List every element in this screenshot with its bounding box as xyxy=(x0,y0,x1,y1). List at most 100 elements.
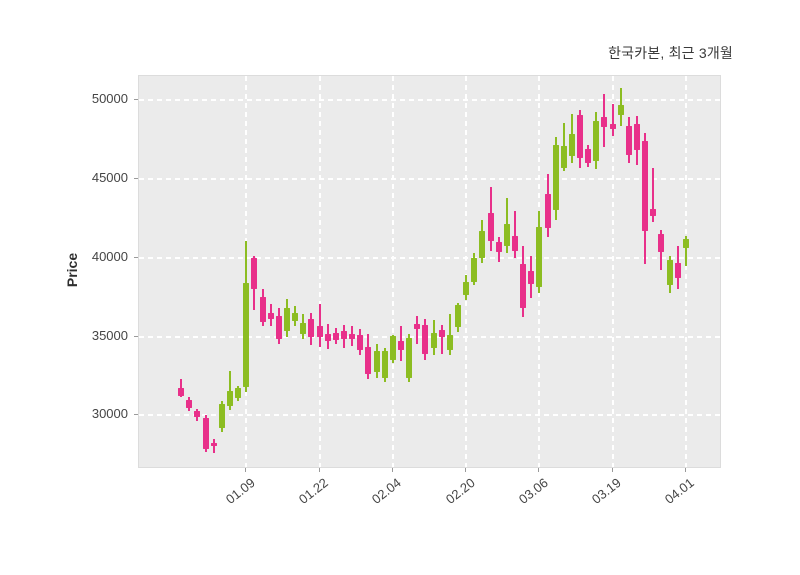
candle-body xyxy=(422,325,429,354)
candle-body xyxy=(210,443,217,447)
candle-body xyxy=(471,258,478,282)
candle-body xyxy=(674,262,681,278)
candle-body xyxy=(520,264,527,308)
candle-body xyxy=(503,224,510,247)
v-gridline xyxy=(684,76,687,467)
candle-body xyxy=(308,318,315,337)
y-tick-mark xyxy=(134,414,138,416)
candle-body xyxy=(373,351,380,373)
candle-wick xyxy=(684,236,687,267)
candle-wick xyxy=(440,325,443,354)
candle-body xyxy=(235,387,242,399)
candle-body xyxy=(178,387,185,396)
candle-body xyxy=(577,115,584,158)
candle-body xyxy=(487,213,494,241)
y-tick-mark xyxy=(134,256,138,258)
candle-body xyxy=(324,333,331,341)
candle-body xyxy=(552,145,559,211)
candle-body xyxy=(666,259,673,285)
candle-wick xyxy=(212,439,215,454)
candle-body xyxy=(381,351,388,378)
v-gridline xyxy=(391,76,394,467)
candle-body xyxy=(479,231,486,259)
candle-body xyxy=(438,330,445,337)
x-tick-label: 03.06 xyxy=(515,475,551,507)
candle-body xyxy=(341,331,347,339)
candle-body xyxy=(528,271,535,285)
y-tick-label: 35000 xyxy=(91,327,128,343)
candle-body xyxy=(365,346,372,375)
candle-body xyxy=(463,281,470,296)
h-gridline xyxy=(139,256,720,259)
candle-body xyxy=(634,124,641,151)
candle-wick xyxy=(513,210,516,258)
candle-body xyxy=(544,194,551,228)
v-gridline xyxy=(318,76,321,467)
x-tick-label: 01.22 xyxy=(295,475,331,507)
h-gridline xyxy=(139,178,720,181)
h-gridline xyxy=(139,335,720,338)
candle-body xyxy=(585,149,592,163)
candle-body xyxy=(642,141,649,232)
h-gridline xyxy=(139,414,720,417)
candle-body xyxy=(536,226,543,287)
candle-body xyxy=(454,305,461,327)
candle-body xyxy=(251,257,258,290)
x-tick-label: 01.09 xyxy=(222,475,258,507)
candle-body xyxy=(292,312,299,321)
candle-body xyxy=(218,404,225,429)
x-tick-label: 02.20 xyxy=(442,475,478,507)
candle-body xyxy=(446,335,453,351)
candle-body xyxy=(495,241,502,252)
x-tick-mark xyxy=(245,468,247,472)
chart-title: 한국카본, 최근 3개월 xyxy=(608,45,733,61)
v-gridline xyxy=(465,76,468,467)
x-tick-mark xyxy=(684,468,686,472)
candle-body xyxy=(259,297,266,322)
y-tick-mark xyxy=(134,178,138,180)
candle-wick xyxy=(652,168,655,222)
h-gridline xyxy=(139,99,720,102)
x-tick-label: 02.04 xyxy=(369,475,405,507)
candle-body xyxy=(243,282,250,388)
y-tick-label: 40000 xyxy=(91,248,128,264)
candle-body xyxy=(397,341,404,350)
x-tick-mark xyxy=(538,468,540,472)
candle-body xyxy=(275,315,282,340)
candle-body xyxy=(186,399,193,409)
candle-body xyxy=(316,325,323,338)
x-tick-label: 04.01 xyxy=(662,475,698,507)
y-tick-mark xyxy=(134,99,138,101)
candle-body xyxy=(568,134,575,157)
candle-body xyxy=(267,313,274,320)
candle-body xyxy=(593,120,600,161)
candle-body xyxy=(430,333,437,349)
candle-body xyxy=(357,335,364,350)
candle-body xyxy=(617,104,624,116)
x-tick-mark xyxy=(391,468,393,472)
candle-body xyxy=(389,336,396,360)
y-tick-label: 45000 xyxy=(91,170,128,186)
plot-area xyxy=(138,75,721,468)
x-tick-mark xyxy=(611,468,613,472)
candle-body xyxy=(682,238,689,248)
candle-body xyxy=(414,324,421,330)
v-gridline xyxy=(611,76,614,467)
candle-wick xyxy=(416,316,419,344)
candle-body xyxy=(332,332,339,340)
candle-body xyxy=(658,233,665,253)
y-tick-mark xyxy=(134,335,138,337)
candle-body xyxy=(194,410,201,418)
candle-body xyxy=(625,126,632,155)
candle-body xyxy=(511,235,518,252)
candle-body xyxy=(650,209,657,217)
x-tick-mark xyxy=(318,468,320,472)
candle-body xyxy=(406,338,413,378)
x-tick-label: 03.19 xyxy=(588,475,624,507)
candle-body xyxy=(601,117,608,128)
candle-body xyxy=(227,391,234,406)
candle-wick xyxy=(318,303,321,347)
candle-body xyxy=(300,322,307,334)
candle-body xyxy=(349,333,356,339)
